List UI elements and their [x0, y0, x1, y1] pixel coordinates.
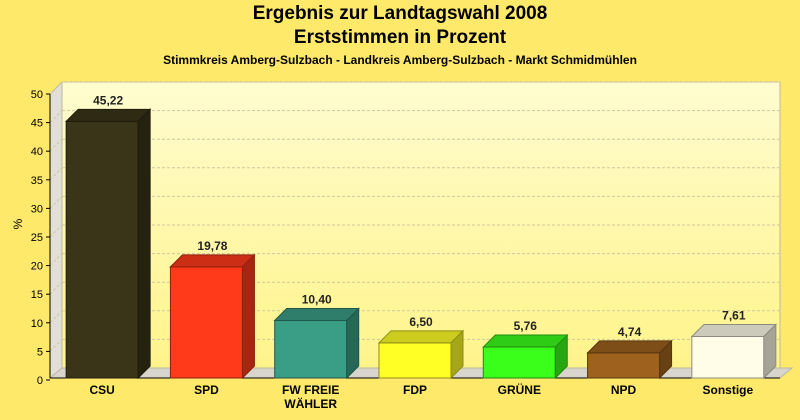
bar-top: [482, 334, 569, 348]
x-tick-label: SPD: [194, 383, 219, 397]
y-tick-label: 45: [31, 118, 43, 130]
bar: [65, 120, 139, 379]
gridline-side: [49, 81, 63, 95]
bar-side: [346, 307, 360, 380]
bar-value-label: 45,22: [93, 93, 123, 107]
bar-top: [377, 330, 465, 344]
chart-title: Ergebnis zur Landtagswahl 2008: [252, 3, 548, 24]
bar-value-label: 19,78: [197, 239, 227, 253]
y-tick-label: 30: [31, 203, 43, 215]
bar-value-label: 10,40: [302, 293, 332, 307]
chart-left-wall: [49, 80, 63, 380]
gridline-side: [49, 281, 63, 295]
y-tick-label: 35: [31, 175, 43, 187]
y-tick-label: 50: [31, 89, 43, 101]
y-tick-label: 0: [37, 375, 43, 387]
bar-value-label: 7,61: [722, 308, 746, 322]
bar: [482, 346, 556, 379]
y-tick-label: 25: [31, 232, 43, 244]
bar-top: [690, 323, 778, 337]
y-axis-label: %: [11, 218, 25, 229]
bar-side: [450, 329, 464, 380]
bar-top: [586, 340, 673, 354]
gridline-side: [49, 339, 63, 352]
x-tick-label: Sonstige: [703, 383, 754, 397]
bar-side: [241, 253, 255, 380]
bar-value-label: 6,50: [409, 315, 433, 329]
x-tick-label: FDP: [403, 383, 427, 397]
y-tick-label: 10: [31, 318, 43, 330]
gridline-side: [49, 167, 63, 181]
y-tick-label: 40: [31, 146, 43, 158]
x-tick-label: GRÜNE: [498, 382, 541, 397]
bar: [587, 352, 661, 379]
gridline-side: [49, 138, 63, 152]
bar-side: [659, 339, 673, 380]
bar-value-label: 4,74: [618, 325, 642, 339]
gridline-side: [49, 224, 63, 238]
x-tick-label: WÄHLER: [284, 396, 337, 411]
x-tick-label: FW FREIE: [282, 383, 339, 397]
y-tick-label: 5: [37, 346, 43, 358]
gridline-side: [49, 310, 63, 324]
bar: [691, 335, 765, 379]
y-tick-label: 15: [31, 289, 43, 301]
gridline-side: [49, 196, 63, 209]
bar: [378, 342, 452, 379]
bar-side: [763, 323, 777, 380]
chart-region-subtitle: Stimmkreis Amberg-Sulzbach - Landkreis A…: [163, 53, 637, 67]
bar-top: [64, 108, 152, 122]
x-tick-label: CSU: [89, 383, 114, 397]
bar-top: [169, 254, 256, 268]
bar-top: [273, 308, 360, 322]
y-tick-label: 20: [31, 261, 43, 273]
bar-side: [554, 333, 568, 380]
gridline-side: [49, 110, 63, 123]
bar-value-label: 5,76: [514, 319, 538, 333]
gridline-side: [49, 253, 63, 266]
bar: [169, 266, 243, 379]
chart-subtitle: Erststimmen in Prozent: [293, 27, 507, 48]
x-tick-label: NPD: [611, 383, 637, 397]
bar: [274, 320, 348, 379]
bar-side: [137, 108, 151, 380]
